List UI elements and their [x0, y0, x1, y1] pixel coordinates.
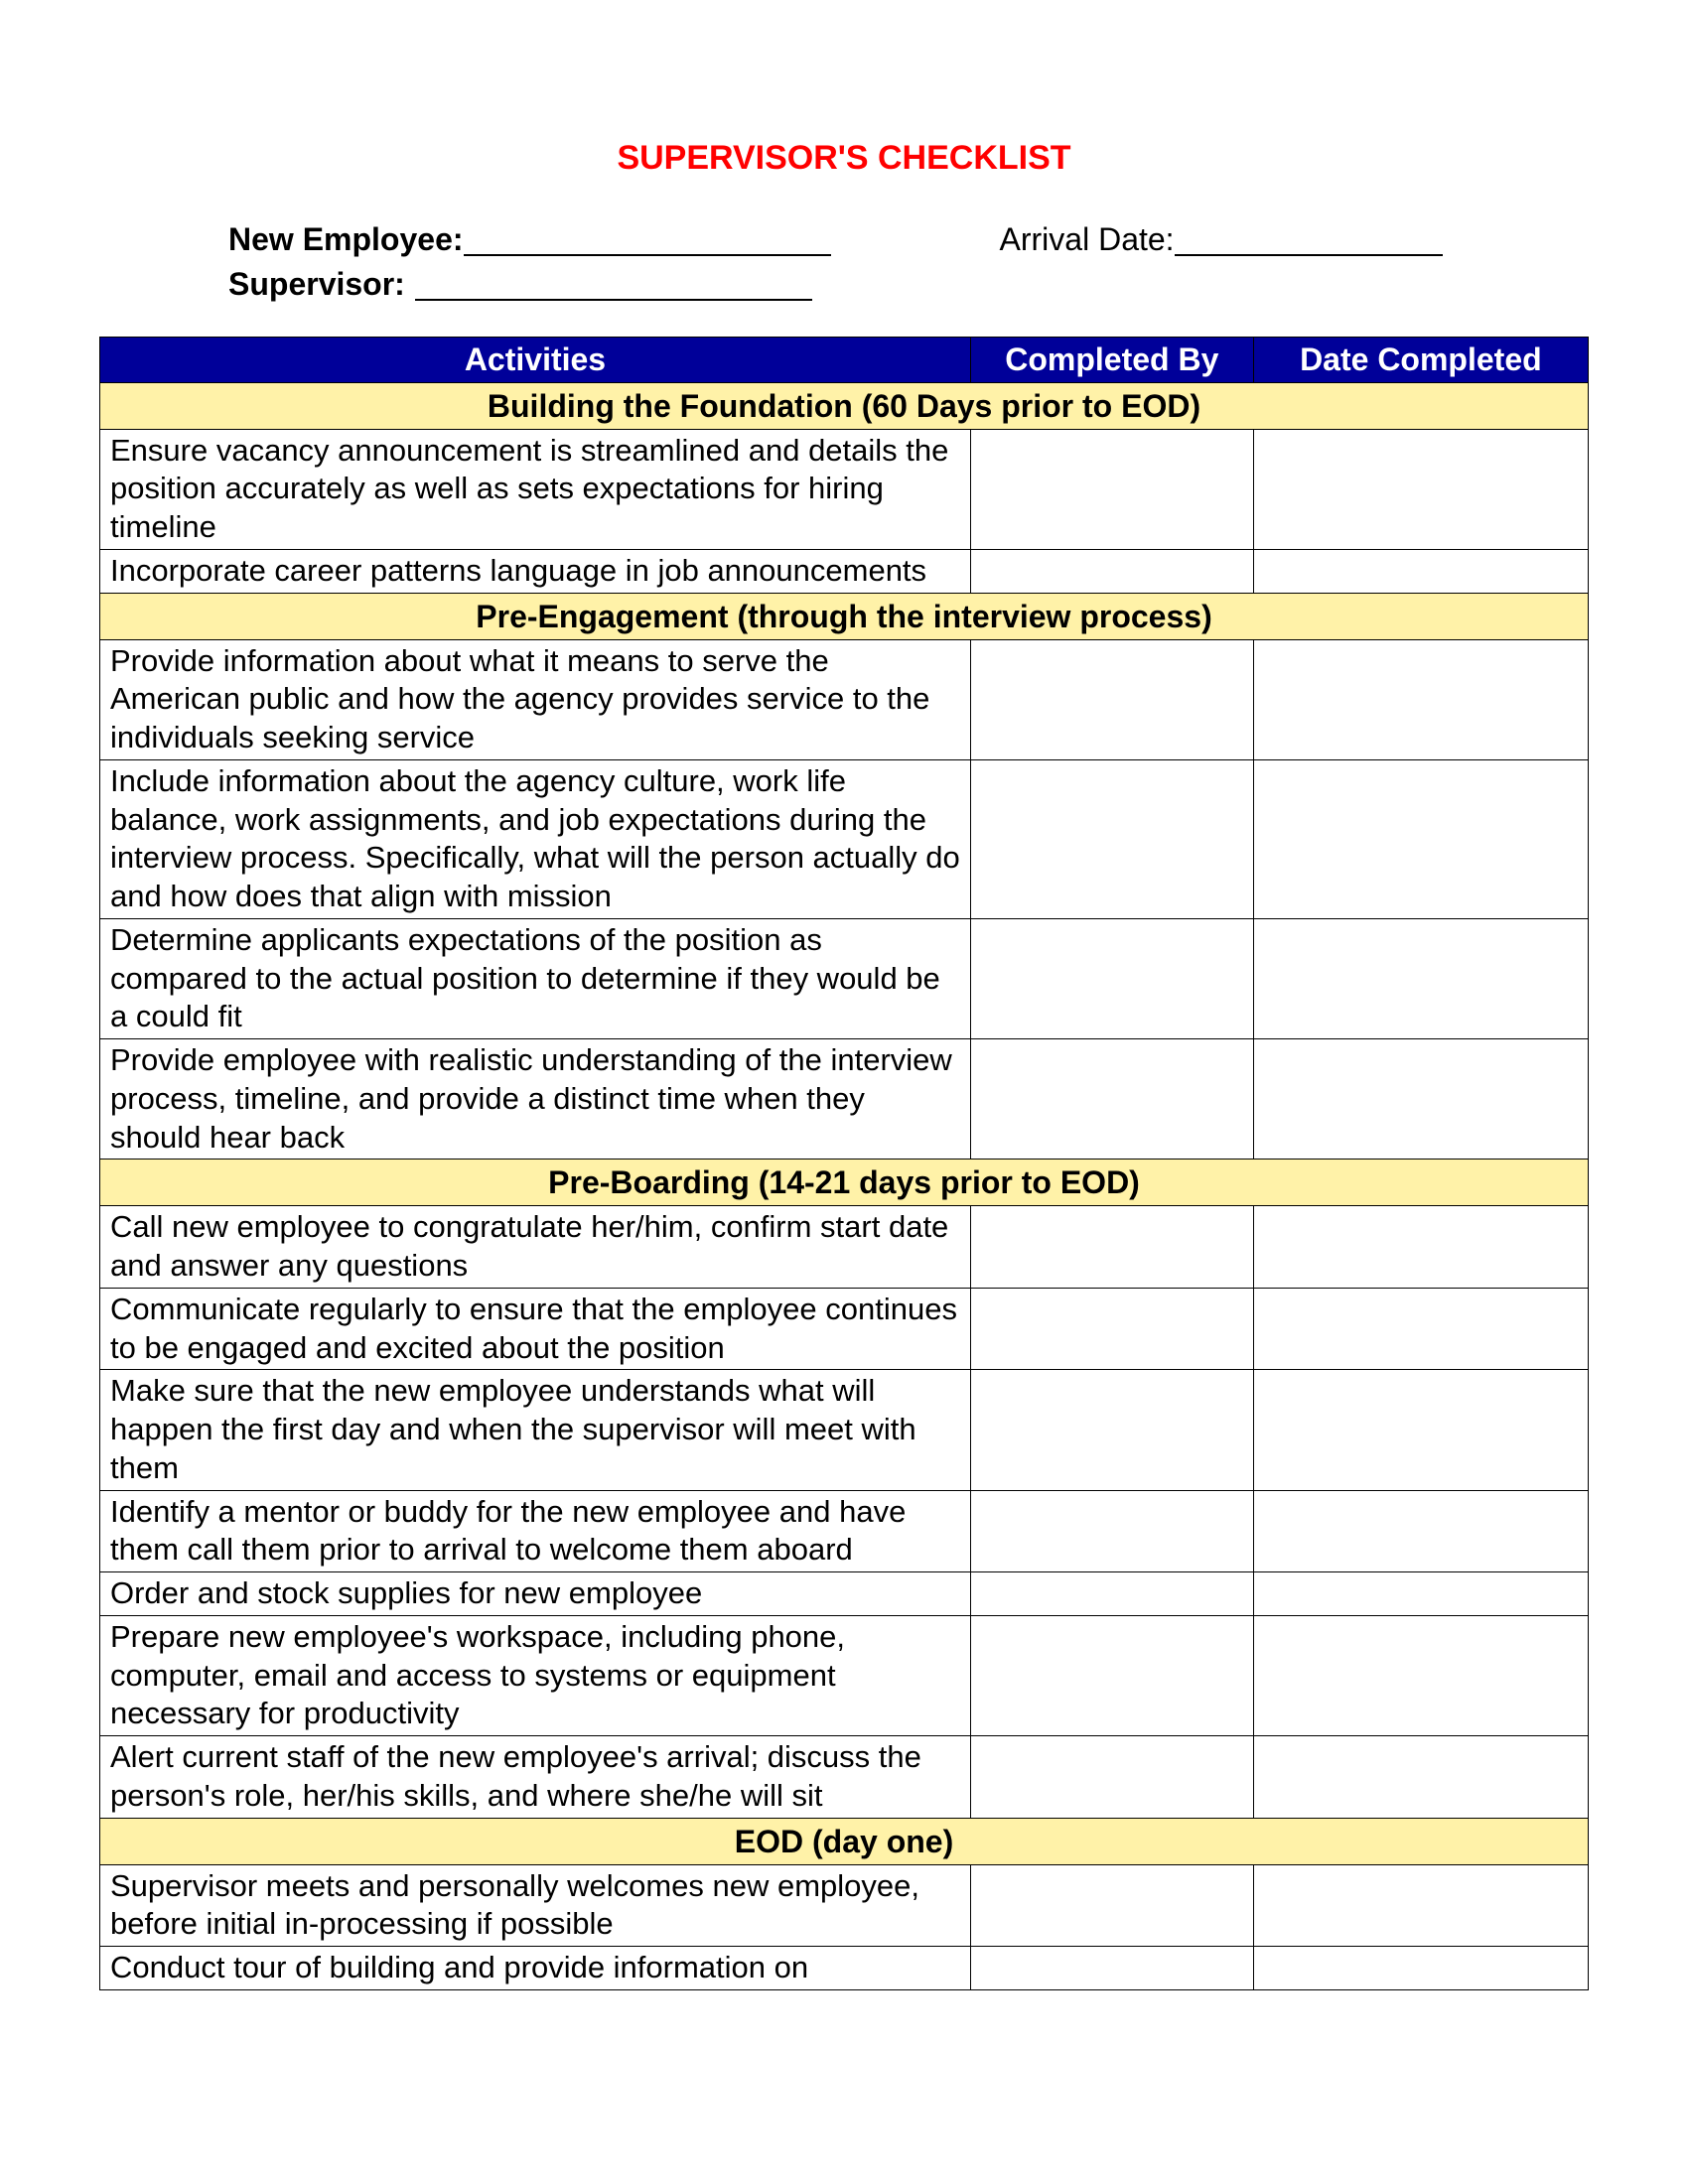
- arrival-date-line[interactable]: [1175, 217, 1443, 256]
- completed-by-cell[interactable]: [970, 1572, 1253, 1616]
- section-heading-text: Pre-Engagement (through the interview pr…: [100, 593, 1589, 639]
- new-employee-label: New Employee:: [228, 217, 464, 262]
- activity-cell: Alert current staff of the new employee'…: [100, 1736, 971, 1819]
- date-completed-cell[interactable]: [1253, 1288, 1588, 1370]
- date-completed-cell[interactable]: [1253, 549, 1588, 593]
- activity-cell: Incorporate career patterns language in …: [100, 549, 971, 593]
- date-completed-cell[interactable]: [1253, 1370, 1588, 1490]
- table-body: Building the Foundation (60 Days prior t…: [100, 382, 1589, 1989]
- table-row: Prepare new employee's workspace, includ…: [100, 1615, 1589, 1735]
- supervisor-line[interactable]: [415, 262, 812, 301]
- date-completed-cell[interactable]: [1253, 918, 1588, 1038]
- table-row: Alert current staff of the new employee'…: [100, 1736, 1589, 1819]
- table-row: Provide employee with realistic understa…: [100, 1039, 1589, 1160]
- activity-cell: Determine applicants expectations of the…: [100, 918, 971, 1038]
- section-heading-text: EOD (day one): [100, 1818, 1589, 1864]
- table-row: Include information about the agency cul…: [100, 759, 1589, 918]
- completed-by-cell[interactable]: [970, 429, 1253, 549]
- activity-cell: Call new employee to congratulate her/hi…: [100, 1206, 971, 1289]
- date-completed-cell[interactable]: [1253, 1206, 1588, 1289]
- section-heading-text: Pre-Boarding (14-21 days prior to EOD): [100, 1160, 1589, 1206]
- activity-cell: Include information about the agency cul…: [100, 759, 971, 918]
- completed-by-cell[interactable]: [970, 549, 1253, 593]
- col-completed-by: Completed By: [970, 337, 1253, 382]
- col-activities: Activities: [100, 337, 971, 382]
- completed-by-cell[interactable]: [970, 1947, 1253, 1990]
- col-date-completed: Date Completed: [1253, 337, 1588, 382]
- activity-cell: Supervisor meets and personally welcomes…: [100, 1864, 971, 1947]
- activity-cell: Prepare new employee's workspace, includ…: [100, 1615, 971, 1735]
- activity-cell: Communicate regularly to ensure that the…: [100, 1288, 971, 1370]
- completed-by-cell[interactable]: [970, 1490, 1253, 1572]
- section-heading: Building the Foundation (60 Days prior t…: [100, 382, 1589, 429]
- checklist-table: Activities Completed By Date Completed B…: [99, 337, 1589, 1990]
- new-employee-line[interactable]: [464, 217, 831, 256]
- table-row: Make sure that the new employee understa…: [100, 1370, 1589, 1490]
- table-header-row: Activities Completed By Date Completed: [100, 337, 1589, 382]
- section-heading: EOD (day one): [100, 1818, 1589, 1864]
- table-row: Conduct tour of building and provide inf…: [100, 1947, 1589, 1990]
- completed-by-cell[interactable]: [970, 918, 1253, 1038]
- date-completed-cell[interactable]: [1253, 1615, 1588, 1735]
- completed-by-cell[interactable]: [970, 1736, 1253, 1819]
- header-row-1: New Employee: Arrival Date:: [228, 217, 1589, 262]
- section-heading-text: Building the Foundation (60 Days prior t…: [100, 382, 1589, 429]
- activity-cell: Provide employee with realistic understa…: [100, 1039, 971, 1160]
- activity-cell: Order and stock supplies for new employe…: [100, 1572, 971, 1616]
- activity-cell: Ensure vacancy announcement is streamlin…: [100, 429, 971, 549]
- completed-by-cell[interactable]: [970, 639, 1253, 759]
- table-row: Ensure vacancy announcement is streamlin…: [100, 429, 1589, 549]
- completed-by-cell[interactable]: [970, 1370, 1253, 1490]
- table-row: Order and stock supplies for new employe…: [100, 1572, 1589, 1616]
- table-row: Identify a mentor or buddy for the new e…: [100, 1490, 1589, 1572]
- table-row: Supervisor meets and personally welcomes…: [100, 1864, 1589, 1947]
- table-row: Incorporate career patterns language in …: [100, 549, 1589, 593]
- section-heading: Pre-Boarding (14-21 days prior to EOD): [100, 1160, 1589, 1206]
- completed-by-cell[interactable]: [970, 1864, 1253, 1947]
- header-row-2: Supervisor:: [228, 262, 1589, 307]
- activity-cell: Identify a mentor or buddy for the new e…: [100, 1490, 971, 1572]
- section-heading: Pre-Engagement (through the interview pr…: [100, 593, 1589, 639]
- date-completed-cell[interactable]: [1253, 1736, 1588, 1819]
- page-title: SUPERVISOR'S CHECKLIST: [99, 139, 1589, 178]
- date-completed-cell[interactable]: [1253, 1947, 1588, 1990]
- activity-cell: Make sure that the new employee understa…: [100, 1370, 971, 1490]
- document-page: SUPERVISOR'S CHECKLIST New Employee: Arr…: [0, 0, 1688, 2184]
- completed-by-cell[interactable]: [970, 1206, 1253, 1289]
- completed-by-cell[interactable]: [970, 759, 1253, 918]
- date-completed-cell[interactable]: [1253, 759, 1588, 918]
- date-completed-cell[interactable]: [1253, 1864, 1588, 1947]
- date-completed-cell[interactable]: [1253, 1039, 1588, 1160]
- activity-cell: Provide information about what it means …: [100, 639, 971, 759]
- arrival-date-label: Arrival Date:: [1000, 217, 1175, 262]
- table-row: Determine applicants expectations of the…: [100, 918, 1589, 1038]
- activity-cell: Conduct tour of building and provide inf…: [100, 1947, 971, 1990]
- completed-by-cell[interactable]: [970, 1039, 1253, 1160]
- completed-by-cell[interactable]: [970, 1615, 1253, 1735]
- table-row: Communicate regularly to ensure that the…: [100, 1288, 1589, 1370]
- supervisor-label: Supervisor:: [228, 262, 405, 307]
- header-fields: New Employee: Arrival Date: Supervisor:: [99, 217, 1589, 307]
- completed-by-cell[interactable]: [970, 1288, 1253, 1370]
- date-completed-cell[interactable]: [1253, 429, 1588, 549]
- date-completed-cell[interactable]: [1253, 1572, 1588, 1616]
- date-completed-cell[interactable]: [1253, 1490, 1588, 1572]
- date-completed-cell[interactable]: [1253, 639, 1588, 759]
- table-row: Provide information about what it means …: [100, 639, 1589, 759]
- table-row: Call new employee to congratulate her/hi…: [100, 1206, 1589, 1289]
